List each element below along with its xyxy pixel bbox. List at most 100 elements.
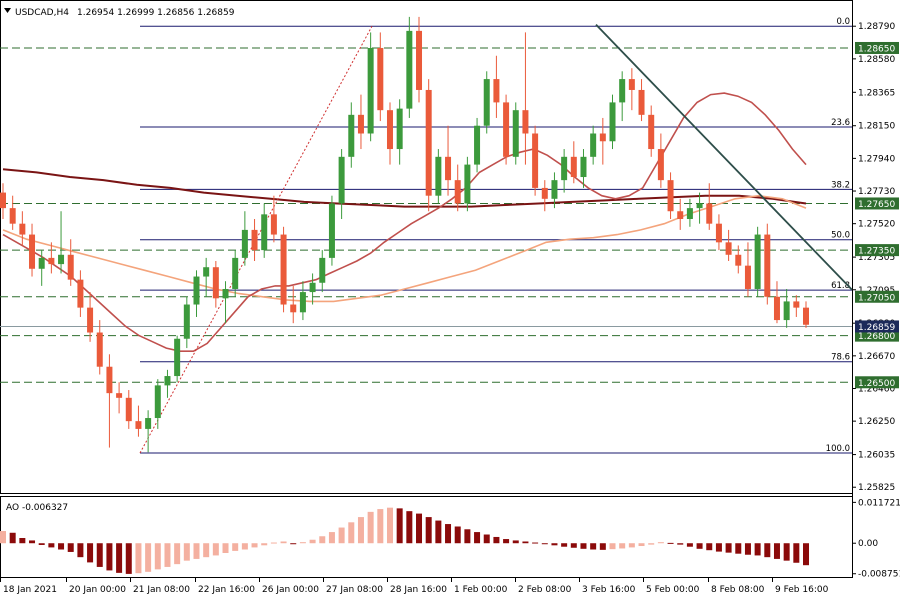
- candle-body: [532, 133, 539, 188]
- ao-bar: [638, 543, 645, 547]
- ao-bar: [696, 543, 703, 549]
- candle-body: [386, 110, 393, 150]
- ao-bar: [435, 520, 442, 544]
- ao-bar: [270, 542, 277, 544]
- candle-body: [116, 393, 123, 398]
- candle-body: [590, 133, 597, 157]
- candle-body: [686, 208, 693, 220]
- candle-body: [551, 180, 558, 199]
- price-tick-label: 1.26460: [858, 384, 895, 394]
- ao-bar: [29, 540, 36, 544]
- ao-bar: [667, 542, 674, 544]
- candle-body: [706, 203, 713, 224]
- ao-bar: [251, 543, 258, 548]
- ao-bar: [135, 543, 142, 574]
- price-tick-label: 1.28365: [858, 88, 895, 98]
- candle-body: [619, 79, 626, 103]
- price-tick-label: 1.27940: [858, 154, 895, 164]
- ao-bar: [416, 513, 423, 544]
- ao-bar: [754, 543, 761, 556]
- candle-body: [0, 192, 6, 209]
- candle-body: [435, 156, 442, 196]
- price-tick-label: 1.28580: [858, 55, 895, 65]
- candle-body: [803, 307, 809, 325]
- candle-body: [29, 234, 36, 269]
- ao-bar: [106, 543, 113, 571]
- time-tick-label: 21 Jan 08:00: [133, 585, 190, 595]
- candle-body: [754, 234, 761, 289]
- downtrend-line: [595, 24, 853, 291]
- ao-bar: [309, 539, 316, 544]
- price-tick-label: 1.25825: [858, 483, 895, 493]
- level-price-tag-box: [855, 197, 899, 210]
- candle-body: [19, 223, 26, 235]
- price-tick-label: 1.27305: [858, 253, 895, 263]
- candle-body: [193, 276, 200, 305]
- candle-body: [628, 79, 635, 90]
- candle-body: [232, 257, 239, 289]
- candle-body: [512, 110, 519, 157]
- ao-bar: [464, 529, 471, 544]
- chart-header: USDCAD,H4 1.26954 1.26999 1.26856 1.2685…: [4, 8, 235, 18]
- ohlc-readout: 1.26954 1.26999 1.26856 1.26859: [77, 8, 235, 18]
- ao-bar: [193, 543, 200, 559]
- ao-bar: [445, 524, 452, 544]
- ao-bar: [280, 541, 287, 544]
- ao-bar: [493, 536, 500, 544]
- ao-bar: [222, 543, 229, 553]
- level-price-tag-box: [855, 290, 899, 303]
- candle-body: [396, 108, 403, 150]
- candle-body: [735, 254, 742, 266]
- time-tick-label: 20 Jan 00:00: [69, 585, 126, 595]
- ao-bar: [454, 526, 461, 544]
- ao-bar: [522, 541, 529, 544]
- candle-body: [280, 234, 287, 305]
- candle-body: [483, 79, 490, 126]
- triangle-down-icon[interactable]: [4, 8, 11, 13]
- fibonacci-level-label: 100.0: [826, 444, 850, 454]
- ao-bar: [261, 543, 268, 546]
- ao-bar: [87, 543, 94, 563]
- fast-moving-average-line: [2, 92, 807, 353]
- candle-body: [580, 156, 587, 178]
- time-tick-label: 9 Feb 16:00: [775, 585, 829, 595]
- time-tick-label: 3 Feb 16:00: [582, 585, 636, 595]
- ao-bar: [686, 543, 693, 547]
- candle-body: [348, 114, 355, 157]
- ao-bar: [154, 543, 161, 570]
- candle-body: [599, 133, 606, 142]
- candle-body: [96, 332, 103, 367]
- time-tick-label: 5 Feb 00:00: [646, 585, 700, 595]
- time-tick-label: 27 Jan 08:00: [326, 585, 383, 595]
- candle-body: [87, 307, 94, 333]
- ao-bar: [203, 543, 210, 558]
- candle-body: [145, 418, 152, 429]
- ao-bar: [483, 534, 490, 544]
- ao-bar: [773, 543, 780, 559]
- candle-body: [261, 214, 268, 251]
- candle-body: [58, 254, 65, 265]
- ao-bar: [561, 543, 568, 547]
- level-price-tag: 1.26500: [858, 379, 895, 389]
- candle-body: [570, 156, 577, 178]
- ao-bar: [396, 508, 403, 544]
- symbol-title: USDCAD,H4: [15, 8, 69, 18]
- ao-bar: [677, 543, 684, 545]
- candle-body: [299, 292, 306, 313]
- price-tick-label: 1.28150: [858, 122, 895, 132]
- level-price-tag: 1.28650: [858, 44, 895, 54]
- candle-body: [416, 30, 423, 90]
- ao-bar: [609, 543, 616, 550]
- time-tick-label: 2 Feb 08:00: [518, 585, 572, 595]
- ao-bar: [319, 536, 326, 544]
- candle-body: [696, 203, 703, 209]
- fibonacci-swing-line: [139, 25, 373, 454]
- ao-bar: [48, 543, 55, 548]
- ao-bar: [125, 543, 132, 574]
- candle-body: [677, 211, 684, 220]
- candle-body: [638, 89, 645, 115]
- ao-bar: [367, 511, 374, 544]
- candle-body: [648, 114, 655, 150]
- candle-body: [164, 376, 171, 386]
